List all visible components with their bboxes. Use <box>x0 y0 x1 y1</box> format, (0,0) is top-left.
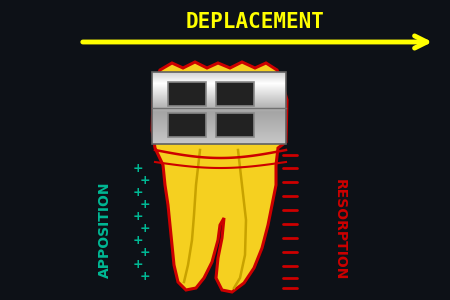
Text: +: + <box>133 233 143 247</box>
Bar <box>168 82 206 106</box>
Bar <box>152 124 286 125</box>
Bar <box>152 115 286 116</box>
Bar <box>152 105 286 106</box>
Bar <box>152 96 286 97</box>
Bar <box>152 98 286 99</box>
Bar <box>152 94 286 95</box>
Bar <box>152 77 286 78</box>
Bar <box>152 141 286 142</box>
Bar <box>152 72 286 73</box>
Bar <box>152 142 286 143</box>
Bar <box>152 129 286 130</box>
Bar <box>152 113 286 114</box>
Bar <box>152 88 286 89</box>
Bar <box>152 125 286 126</box>
Bar <box>152 95 286 96</box>
Text: +: + <box>140 245 150 259</box>
Bar <box>152 79 286 80</box>
Bar <box>152 106 286 107</box>
Bar <box>152 78 286 79</box>
Bar <box>152 75 286 76</box>
Bar <box>152 83 286 84</box>
Bar <box>152 97 286 98</box>
Bar <box>152 119 286 120</box>
Bar <box>152 137 286 138</box>
Bar <box>152 138 286 139</box>
Bar <box>152 103 286 104</box>
Bar <box>152 107 286 108</box>
Bar <box>152 86 286 87</box>
Bar <box>152 74 286 75</box>
Bar <box>152 116 286 117</box>
Bar <box>152 80 286 81</box>
Bar <box>216 82 254 106</box>
Bar <box>152 92 286 93</box>
Bar <box>152 93 286 94</box>
Bar <box>152 91 286 92</box>
Bar <box>152 109 286 110</box>
Text: APPOSITION: APPOSITION <box>98 182 112 278</box>
Bar <box>152 76 286 77</box>
Bar <box>152 72 286 144</box>
Bar <box>152 101 286 102</box>
Bar <box>152 126 286 127</box>
Bar <box>152 82 286 83</box>
Bar <box>152 111 286 112</box>
Bar <box>152 118 286 119</box>
Bar <box>152 122 286 123</box>
Bar <box>152 110 286 111</box>
Bar <box>152 117 286 118</box>
Bar <box>152 114 286 115</box>
Bar <box>152 130 286 131</box>
Bar <box>152 100 286 101</box>
Bar <box>152 131 286 132</box>
Bar <box>152 121 286 122</box>
Text: +: + <box>133 209 143 223</box>
Text: +: + <box>133 259 143 272</box>
Text: DEPLACEMENT: DEPLACEMENT <box>185 12 324 32</box>
Bar <box>152 73 286 74</box>
Bar <box>152 143 286 144</box>
Bar <box>152 87 286 88</box>
Bar <box>152 134 286 135</box>
Text: +: + <box>133 161 143 175</box>
Bar <box>152 127 286 128</box>
Bar <box>152 133 286 134</box>
Bar <box>152 112 286 113</box>
Polygon shape <box>152 62 287 292</box>
Bar <box>168 113 206 137</box>
Bar <box>152 123 286 124</box>
Bar <box>152 135 286 136</box>
Bar <box>152 89 286 90</box>
Text: +: + <box>140 173 150 187</box>
Bar <box>152 128 286 129</box>
Bar <box>152 136 286 137</box>
Bar <box>152 104 286 105</box>
Bar <box>152 132 286 133</box>
Bar <box>152 81 286 82</box>
Bar <box>152 84 286 85</box>
Text: RESORPTION: RESORPTION <box>333 179 347 281</box>
Text: +: + <box>140 221 150 235</box>
Text: +: + <box>133 185 143 199</box>
Bar <box>152 120 286 121</box>
Text: +: + <box>140 271 150 284</box>
Bar <box>152 85 286 86</box>
Bar <box>152 90 286 91</box>
Bar <box>152 140 286 141</box>
Bar <box>152 108 286 109</box>
Bar <box>152 139 286 140</box>
Bar <box>152 102 286 103</box>
Text: +: + <box>140 197 150 211</box>
Bar <box>152 99 286 100</box>
Bar <box>216 113 254 137</box>
